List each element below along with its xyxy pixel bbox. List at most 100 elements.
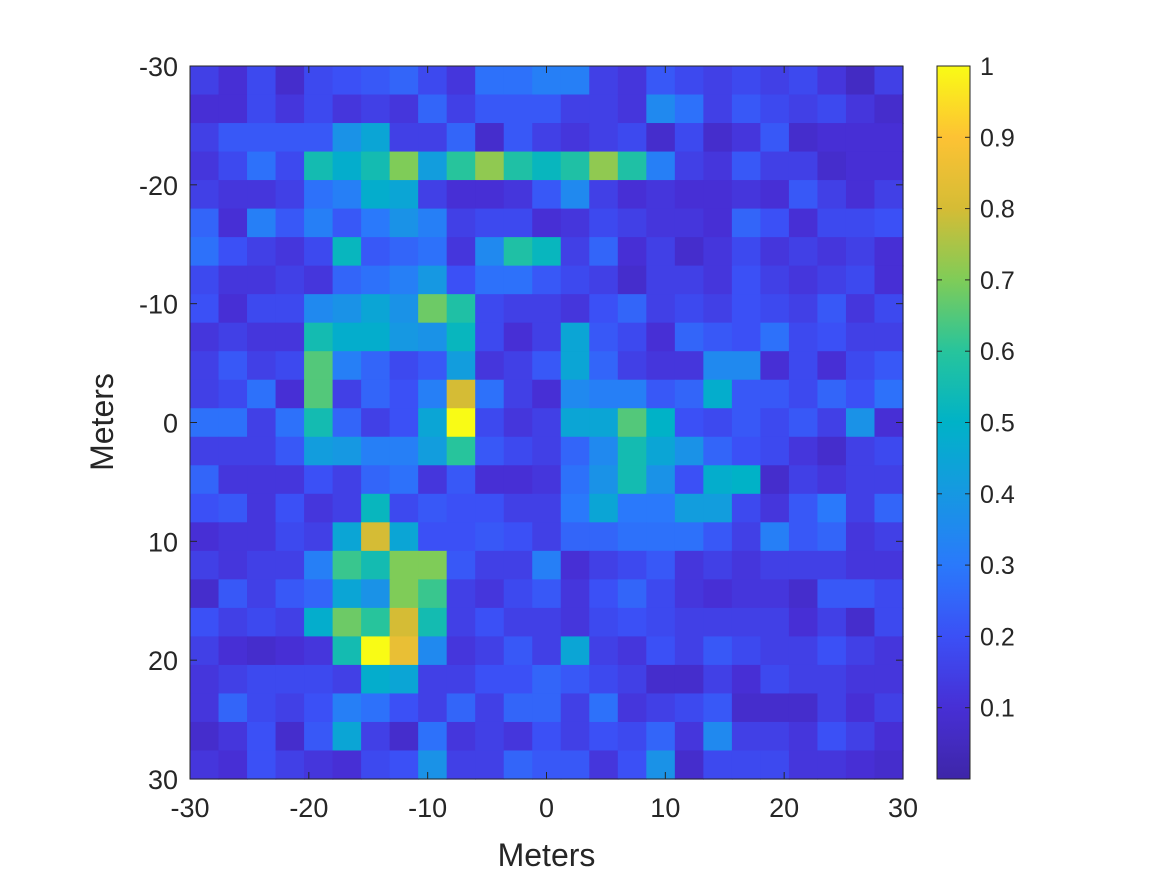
heatmap-cell	[418, 550, 448, 580]
heatmap-cell	[703, 351, 733, 381]
y-axis-title: Meters	[84, 373, 120, 471]
heatmap-cell	[532, 636, 562, 666]
x-tick-label: 0	[539, 793, 554, 823]
heatmap-cell	[874, 237, 904, 267]
heatmap-cell	[218, 208, 248, 238]
heatmap-cell	[190, 351, 220, 381]
heatmap-cell	[874, 151, 904, 181]
heatmap-cell	[617, 265, 647, 295]
heatmap-cell	[304, 664, 334, 695]
heatmap-cell	[190, 522, 220, 552]
heatmap-cell	[361, 322, 391, 352]
heatmap-cell	[446, 294, 476, 324]
x-tick-label: 10	[650, 793, 680, 823]
heatmap-cell	[589, 322, 619, 352]
heatmap-cell	[560, 265, 590, 295]
heatmap-cell	[532, 351, 562, 381]
heatmap-cell	[646, 607, 676, 637]
heatmap-cell	[475, 94, 505, 124]
heatmap-cell	[760, 721, 790, 752]
heatmap-cell	[389, 493, 419, 523]
heatmap-cell	[247, 351, 277, 381]
heatmap-cell	[731, 436, 761, 466]
heatmap-cell	[817, 579, 847, 609]
heatmap-cell	[503, 151, 533, 181]
heatmap-cell	[361, 550, 391, 580]
heatmap-cell	[532, 94, 562, 124]
heatmap-cell	[389, 94, 419, 124]
heatmap-cell	[503, 522, 533, 552]
heatmap-cell	[731, 237, 761, 267]
heatmap-cell	[589, 493, 619, 523]
heatmap-cell	[674, 408, 704, 438]
heatmap-cell	[332, 664, 362, 695]
heatmap-cell	[418, 322, 448, 352]
heatmap-cell	[874, 579, 904, 609]
heatmap-cell	[446, 151, 476, 181]
heatmap-cell	[361, 607, 391, 637]
heatmap-cell	[817, 151, 847, 181]
heatmap-cell	[446, 607, 476, 637]
heatmap-cell	[275, 550, 305, 580]
heatmap-cell	[475, 180, 505, 210]
heatmap-cell	[646, 750, 676, 780]
heatmap-cell	[304, 636, 334, 666]
heatmap-cell	[389, 522, 419, 552]
heatmap-cell	[332, 379, 362, 409]
heatmap-cell	[275, 721, 305, 752]
heatmap-cell	[503, 265, 533, 295]
heatmap-cell	[731, 265, 761, 295]
heatmap-cell	[247, 693, 277, 723]
heatmap-cell	[275, 607, 305, 637]
heatmap-cell	[703, 664, 733, 695]
heatmap-cell	[845, 408, 876, 438]
heatmap-cell	[703, 721, 733, 752]
heatmap-cell	[389, 664, 419, 695]
heatmap-cell	[589, 379, 619, 409]
heatmap-cell	[674, 465, 704, 495]
heatmap-cell	[532, 664, 562, 695]
heatmap-cell	[617, 636, 647, 666]
heatmap-cell	[560, 94, 590, 124]
heatmap-cell	[817, 607, 847, 637]
heatmap-cell	[275, 208, 305, 238]
heatmap-cell	[817, 322, 847, 352]
heatmap-cell	[703, 265, 733, 295]
y-axis-ticks: -30 -20 -10 0 10 20 30	[139, 52, 903, 795]
heatmap-cell	[674, 265, 704, 295]
heatmap-cell	[218, 636, 248, 666]
heatmap-cell	[845, 693, 876, 723]
heatmap-cell	[674, 636, 704, 666]
heatmap-cell	[304, 351, 334, 381]
heatmap-cell	[389, 721, 419, 752]
heatmap-cell	[247, 379, 277, 409]
heatmap-cell	[247, 664, 277, 695]
heatmap-cell	[788, 607, 819, 637]
heatmap-cell	[190, 294, 220, 324]
x-axis-title: Meters	[498, 837, 596, 873]
heatmap-cell	[361, 294, 391, 324]
heatmap-cell	[361, 408, 391, 438]
heatmap-cell	[418, 208, 448, 238]
heatmap-cell	[560, 208, 590, 238]
heatmap-cell	[503, 66, 533, 96]
heatmap-cell	[788, 693, 819, 723]
colorbar-tick-label: 0.3	[980, 552, 1015, 580]
heatmap-cell	[275, 151, 305, 181]
heatmap-cell	[617, 465, 647, 495]
heatmap-cell	[646, 322, 676, 352]
heatmap-cell	[475, 465, 505, 495]
heatmap-cell	[845, 379, 876, 409]
heatmap-cell	[275, 664, 305, 695]
heatmap-cell	[646, 379, 676, 409]
heatmap-cell	[218, 123, 248, 153]
heatmap-cell	[332, 579, 362, 609]
heatmap-cell	[218, 180, 248, 210]
heatmap-cell	[218, 750, 248, 780]
heatmap-cell	[503, 693, 533, 723]
heatmap-cell	[503, 294, 533, 324]
heatmap-cell	[845, 151, 876, 181]
heatmap-cell	[446, 265, 476, 295]
heatmap-cell	[389, 123, 419, 153]
